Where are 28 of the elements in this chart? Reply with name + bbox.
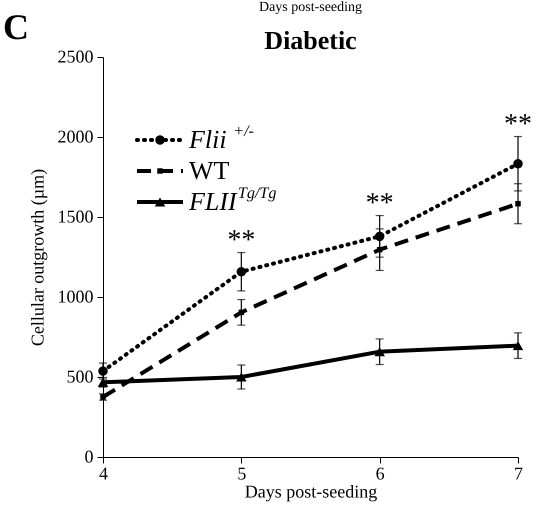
point bbox=[236, 372, 247, 382]
x-tick-label: 7 bbox=[514, 464, 523, 484]
annotation: ** bbox=[366, 188, 394, 219]
point bbox=[513, 158, 523, 168]
point bbox=[376, 246, 382, 252]
x-axis-title: Days post-seeding bbox=[244, 482, 378, 502]
point bbox=[238, 310, 244, 316]
point bbox=[236, 266, 246, 276]
legend-label: Flii +/- bbox=[188, 123, 254, 154]
y-tick-label: 0 bbox=[84, 446, 94, 466]
y-tick-label: 2000 bbox=[58, 126, 94, 146]
text: Days post-seeding bbox=[258, 0, 362, 15]
x-tick-label: 5 bbox=[237, 464, 246, 484]
y-tick-label: 500 bbox=[66, 366, 94, 386]
legend-label: WT bbox=[189, 156, 230, 185]
x-tick-label: 6 bbox=[376, 464, 385, 484]
point bbox=[512, 341, 524, 350]
y-tick-label: 1000 bbox=[58, 286, 94, 306]
annotation: ** bbox=[227, 224, 256, 256]
y-tick-label: 1500 bbox=[58, 206, 94, 226]
x-tick-label: 4 bbox=[99, 464, 108, 484]
chart-title: Diabetic bbox=[264, 26, 357, 55]
point bbox=[515, 200, 521, 206]
point bbox=[374, 347, 385, 356]
y-axis-title: Cellular outgrowth (µm) bbox=[28, 168, 48, 346]
annotation: ** bbox=[504, 108, 532, 140]
y-tick-label: 2500 bbox=[58, 46, 94, 66]
text: C bbox=[3, 7, 29, 47]
